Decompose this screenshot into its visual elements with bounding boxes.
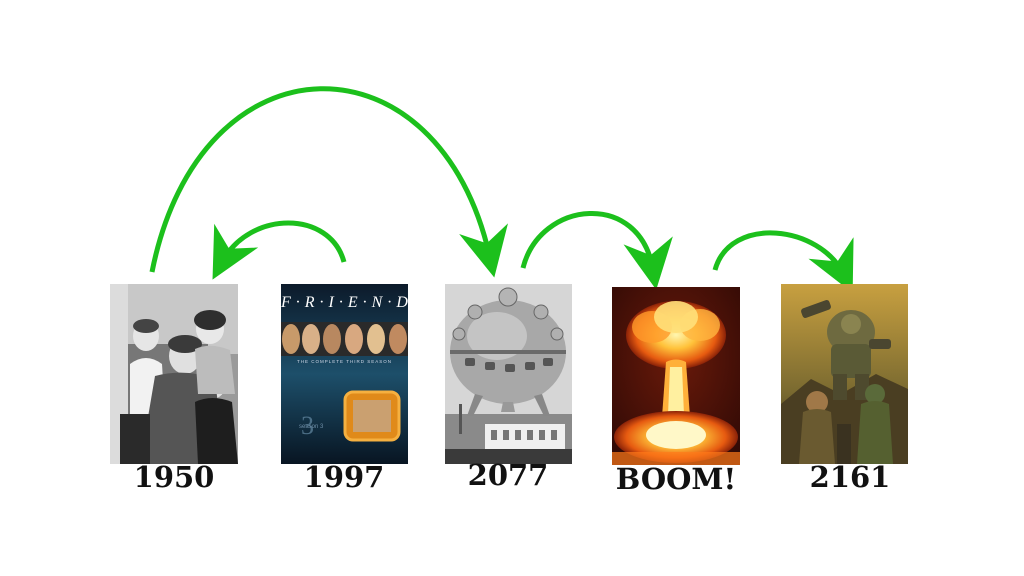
label-2161: 2161 bbox=[809, 460, 891, 494]
friends-cover-subtitle: THE COMPLETE THIRD SEASON bbox=[297, 359, 392, 364]
power-armor-artwork-2161 bbox=[781, 284, 908, 464]
friends-cover-season: season 3 bbox=[299, 424, 324, 430]
label-2077: 2077 bbox=[467, 458, 549, 492]
arrow-1997-to-1950 bbox=[212, 220, 347, 280]
arrow-2077-to-boom bbox=[520, 211, 673, 290]
family-photo-1950 bbox=[110, 284, 238, 464]
label-1950: 1950 bbox=[133, 460, 215, 494]
label-1997: 1997 bbox=[303, 460, 385, 494]
friends-dvd-cover-1997: 3 F·R·I·E·N·D·S THE COMPLETE THIRD SEASO… bbox=[281, 284, 408, 464]
friends-cover-title: F·R·I·E·N·D·S bbox=[281, 294, 408, 311]
arrow-1950-to-2077 bbox=[149, 86, 508, 278]
svg-text:3: 3 bbox=[301, 411, 314, 440]
nuclear-explosion-image bbox=[612, 287, 740, 465]
label-boom: BOOM! bbox=[615, 462, 737, 496]
sphere-building-photo-2077 bbox=[445, 284, 572, 464]
arrow-boom-to-2161 bbox=[712, 230, 854, 294]
